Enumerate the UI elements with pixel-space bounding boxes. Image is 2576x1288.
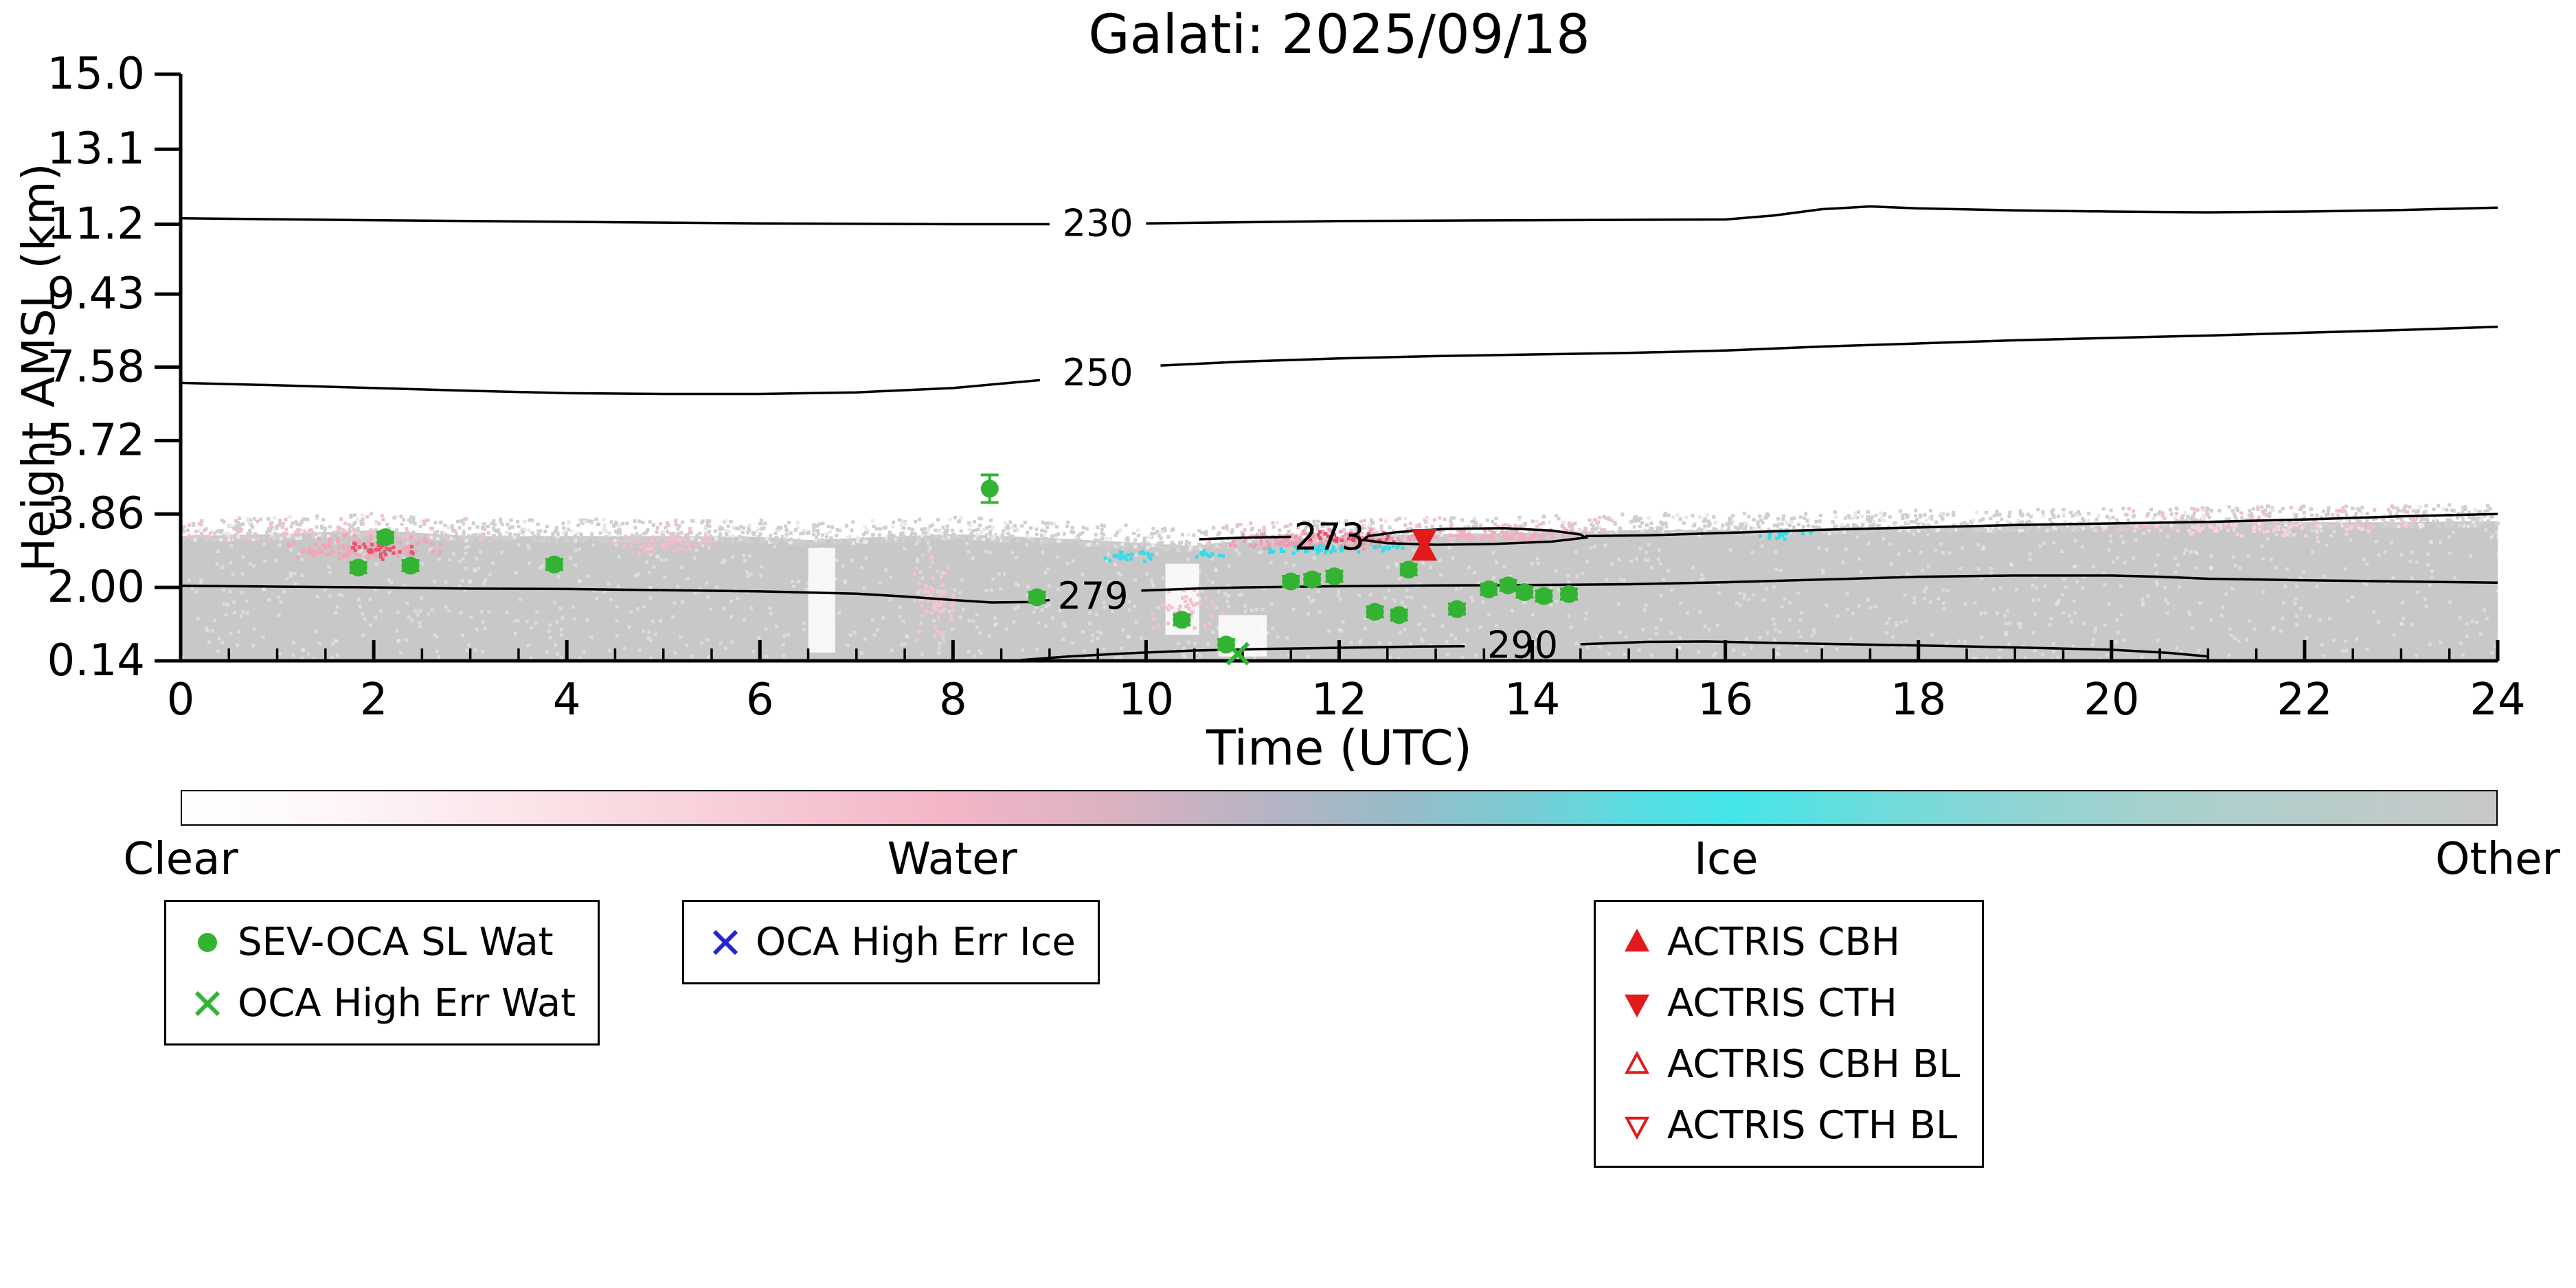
x-tick-label: 4 [553,675,581,725]
y-tick-label: 13.1 [47,124,146,174]
colorbar-label: Water [887,834,1017,885]
legend-label: ACTRIS CTH [1667,981,1897,1026]
y-tick-label: 11.2 [47,199,146,249]
circle-marker-icon [198,932,217,952]
colorbar-label: Other [2435,834,2560,885]
legend-label: ACTRIS CBH [1667,920,1901,964]
triangle-down-marker-icon [1624,1116,1650,1140]
x-tick-label: 6 [746,675,774,725]
legend-label: OCA High Err Ice [756,920,1076,964]
contour-label: 273 [1294,515,1365,558]
y-tick-label: 5.72 [47,415,146,466]
colorbar-label: Ice [1694,834,1759,885]
x-tick-label: 20 [2083,675,2139,725]
legend-item: ACTRIS CBH [1618,920,1960,964]
colorbar-gradient [181,790,2498,826]
legend-label: OCA High Err Wat [238,981,576,1026]
y-tick-label: 7.58 [47,341,146,392]
x-tick-label: 8 [939,675,967,725]
x-tick-label: 12 [1311,675,1367,725]
triangle-down-marker-icon [1624,994,1650,1017]
legend-item: SEV-OCA SL Wat [188,920,576,964]
scatter-series [349,473,1578,666]
y-tick-label: 15.0 [47,49,146,100]
x-axis-label: Time (UTC) [1206,720,1472,776]
legend-actris: ACTRIS CBH ACTRIS CTH ACTRIS CBH BL ACTRIS … [1594,900,1985,1168]
y-tick-label: 3.86 [47,488,146,539]
legend-item: ACTRIS CTH BL [1618,1103,1960,1148]
x-tick-label: 14 [1504,675,1560,725]
triangle-up-marker-icon [1624,928,1650,951]
colorbar-label: Clear [123,834,238,885]
legend-label: SEV-OCA SL Wat [238,920,554,964]
x-tick-label: 16 [1697,675,1753,725]
chart-title: Galati: 2025/09/18 [1088,4,1590,66]
x-tick-label: 10 [1118,675,1174,725]
x-tick-label: 18 [1890,675,1946,725]
contour-label: 279 [1058,574,1129,618]
y-tick-label: 9.43 [47,269,146,319]
x-tick-label: 2 [360,675,388,725]
contour-label: 250 [1063,351,1133,394]
triangle-up-marker-icon [1624,1050,1650,1074]
x-tick-label: 0 [167,675,195,725]
legend-label: ACTRIS CBH BL [1667,1042,1961,1087]
legend-water: SEV-OCA SL Wat OCA High Err Wat [164,900,600,1046]
contour-label: 230 [1063,202,1133,245]
legend-label: ACTRIS CTH BL [1667,1103,1958,1148]
x-tick-label: 22 [2276,675,2332,725]
x-tick-label: 24 [2470,675,2525,725]
legend-item: ACTRIS CBH BL [1618,1042,1960,1087]
legend-item: OCA High Err Ice [706,920,1076,964]
legend-item: OCA High Err Wat [188,981,576,1026]
x-marker-icon [712,929,738,955]
y-tick-label: 0.14 [47,635,146,686]
legend-ice: OCA High Err Ice [682,900,1100,984]
x-marker-icon [194,991,221,1016]
y-tick-label: 2.00 [47,562,146,613]
legend-item: ACTRIS CTH [1618,981,1960,1026]
